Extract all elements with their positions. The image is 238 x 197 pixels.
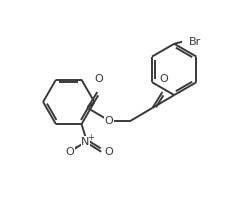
Text: Br: Br: [189, 37, 201, 47]
Text: O: O: [105, 116, 114, 126]
Text: O: O: [94, 74, 103, 84]
Text: +: +: [87, 133, 94, 142]
Text: -: -: [75, 141, 78, 151]
Text: N: N: [81, 137, 90, 147]
Text: O: O: [65, 147, 74, 157]
Text: O: O: [159, 74, 168, 84]
Text: O: O: [104, 147, 113, 157]
